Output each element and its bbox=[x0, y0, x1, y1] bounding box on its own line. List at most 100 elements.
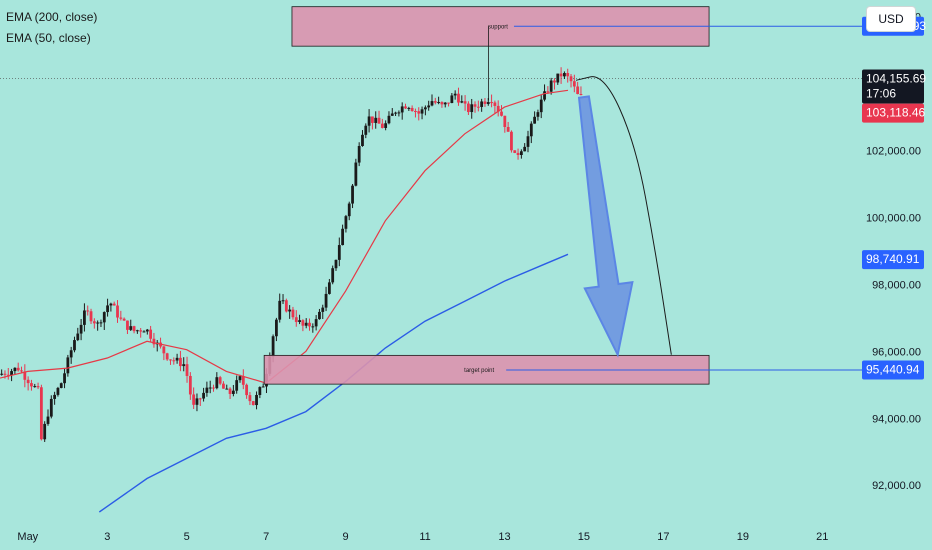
candle-body bbox=[182, 364, 186, 367]
candle-body bbox=[559, 73, 563, 77]
candle-body bbox=[536, 112, 540, 117]
candle-body bbox=[238, 376, 242, 381]
candle-body bbox=[175, 357, 179, 361]
candle-body bbox=[576, 86, 580, 95]
candle-body bbox=[241, 376, 245, 385]
candle-body bbox=[112, 303, 116, 306]
candle-body bbox=[248, 395, 252, 402]
currency-button[interactable]: USD bbox=[866, 6, 916, 32]
candle-body bbox=[304, 322, 308, 326]
candle-body bbox=[493, 102, 497, 106]
candle-body bbox=[533, 116, 537, 124]
candle-body bbox=[410, 107, 414, 112]
candle-body bbox=[10, 371, 13, 376]
candle-body bbox=[89, 311, 93, 322]
projection-drawings bbox=[575, 76, 672, 358]
candle-body bbox=[132, 326, 136, 332]
candle-body bbox=[301, 320, 305, 326]
candle-body bbox=[430, 101, 434, 106]
candle-body bbox=[135, 330, 139, 332]
candle-body bbox=[294, 317, 298, 322]
candle-body bbox=[122, 318, 126, 321]
candle-body bbox=[543, 91, 546, 100]
candle-body bbox=[334, 259, 338, 269]
candle-body bbox=[467, 103, 470, 113]
candle-body bbox=[298, 320, 301, 322]
candle-body bbox=[86, 310, 90, 312]
candle-body bbox=[59, 383, 63, 388]
candle-body bbox=[327, 282, 331, 294]
candle-body bbox=[400, 106, 404, 113]
candle-body bbox=[145, 329, 149, 332]
candle-body bbox=[437, 102, 441, 104]
candle-body bbox=[523, 146, 527, 152]
candle-body bbox=[116, 305, 119, 318]
candle-body bbox=[447, 102, 450, 104]
candle-body bbox=[278, 300, 282, 320]
candle-body bbox=[76, 333, 80, 341]
candle-body bbox=[347, 203, 351, 217]
candle-body bbox=[16, 367, 20, 371]
x-tick-label: 5 bbox=[184, 531, 190, 543]
candle-body bbox=[490, 102, 493, 104]
candle-body bbox=[308, 322, 311, 327]
candle-body bbox=[83, 310, 86, 325]
candle-body bbox=[377, 117, 381, 124]
candle-body bbox=[198, 398, 202, 400]
candle-body bbox=[63, 373, 66, 384]
candle-body bbox=[513, 150, 517, 153]
candle-body bbox=[225, 388, 229, 390]
candle-body bbox=[546, 91, 550, 93]
candle-body bbox=[245, 384, 249, 396]
candle-body bbox=[26, 379, 30, 384]
candle-body bbox=[109, 303, 113, 306]
candle-body bbox=[49, 398, 53, 417]
axes: 106,000.00102,000.00100,000.0098,000.009… bbox=[17, 12, 921, 543]
candle-body bbox=[453, 93, 457, 96]
x-tick-label: 13 bbox=[498, 531, 510, 543]
price-label-box bbox=[862, 250, 924, 270]
candle-body bbox=[367, 116, 371, 126]
candle-body bbox=[218, 377, 222, 384]
candle-body bbox=[351, 185, 354, 204]
candle-body bbox=[417, 111, 421, 114]
candle-body bbox=[476, 106, 480, 108]
candle-body bbox=[3, 373, 7, 375]
candle-body bbox=[258, 387, 262, 395]
candle-body bbox=[337, 245, 341, 260]
candle-body bbox=[43, 423, 47, 440]
candle-body bbox=[324, 293, 328, 308]
candle-body bbox=[0, 373, 4, 375]
candle-body bbox=[188, 375, 192, 395]
candle-body bbox=[291, 309, 295, 318]
candle-body bbox=[33, 386, 37, 388]
candle-body bbox=[321, 307, 325, 312]
candle-body bbox=[506, 126, 510, 132]
candle-body bbox=[397, 112, 401, 114]
zone-label-1: target point bbox=[464, 368, 494, 374]
candle-body bbox=[284, 300, 288, 312]
projection-arrow bbox=[577, 95, 634, 358]
candle-body bbox=[566, 73, 570, 77]
candle-body bbox=[440, 102, 444, 105]
candle-body bbox=[139, 330, 143, 332]
candle-body bbox=[341, 228, 345, 246]
candle-body bbox=[66, 357, 70, 374]
price-label-time: 17:06 bbox=[866, 86, 896, 100]
candle-body bbox=[39, 387, 43, 440]
y-tick-label: 98,000.00 bbox=[872, 279, 921, 291]
candle-body bbox=[420, 109, 424, 114]
candle-body bbox=[364, 125, 368, 135]
candle-body bbox=[36, 386, 40, 388]
candle-body bbox=[433, 101, 437, 103]
ema50-legend[interactable]: EMA (50, close) bbox=[6, 31, 91, 45]
ema50-line bbox=[0, 89, 569, 384]
y-tick-label: 102,000.00 bbox=[866, 146, 921, 158]
x-tick-label: 17 bbox=[657, 531, 669, 543]
candle-body bbox=[443, 102, 447, 105]
candle-body bbox=[99, 322, 103, 324]
candle-body bbox=[529, 123, 533, 137]
candle-body bbox=[20, 370, 23, 372]
ema200-legend[interactable]: EMA (200, close) bbox=[6, 10, 98, 24]
